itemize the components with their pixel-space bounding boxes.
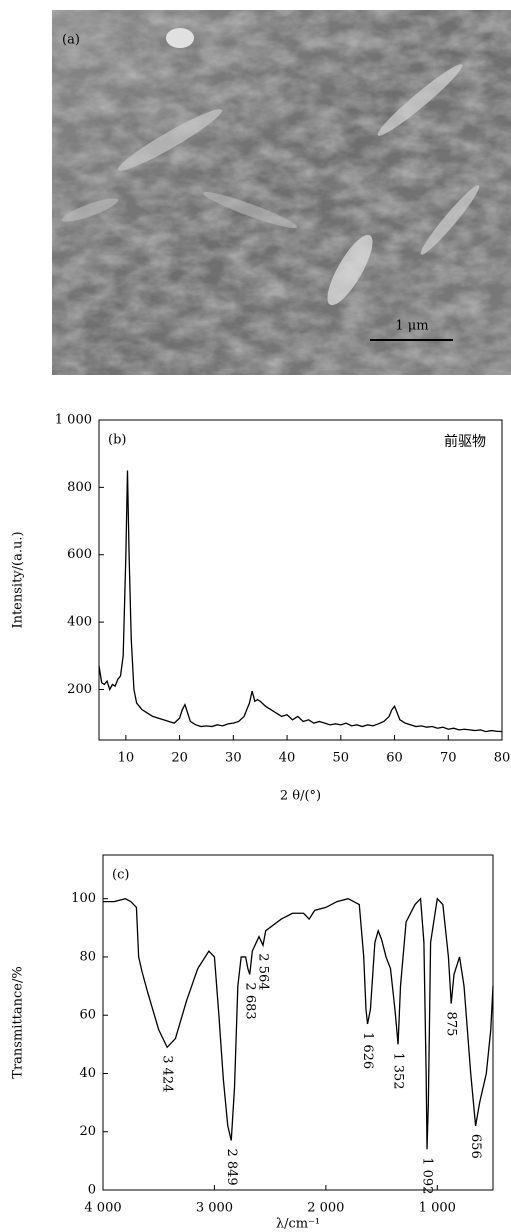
peak-label: 2 849 [224, 1148, 239, 1185]
sem-image [52, 10, 511, 375]
y-axis-label: Intensity/(a.u.) [11, 531, 26, 628]
y-tick-label: 1 000 [55, 413, 92, 428]
plot-frame [98, 419, 503, 741]
x-axis-label: λ/cm⁻¹ [276, 1217, 320, 1232]
plot-frame [102, 854, 494, 1191]
x-tick-label: 50 [333, 751, 350, 766]
y-tick-label: 40 [79, 1066, 96, 1081]
peak-label: 1 092 [420, 1157, 435, 1194]
y-tick-label: 600 [67, 547, 92, 562]
peak-label: 3 424 [160, 1055, 175, 1092]
y-tick-label: 100 [71, 891, 96, 906]
panel-label: (c) [112, 868, 129, 883]
x-tick-label: 1 000 [419, 1201, 456, 1216]
data-line [103, 897, 494, 1150]
panel-label: (b) [108, 433, 126, 448]
panel-label: (a) [62, 33, 80, 48]
x-tick-label: 10 [118, 751, 135, 766]
y-tick-label: 0 [88, 1183, 96, 1198]
x-tick-label: 70 [440, 751, 457, 766]
y-axis-label: Transmittance/% [11, 966, 26, 1078]
x-tick-label: 2 000 [307, 1201, 344, 1216]
peak-label: 875 [444, 1012, 459, 1037]
y-tick-label: 60 [79, 1008, 96, 1023]
x-tick-label: 60 [386, 751, 403, 766]
peak-label: 1 626 [360, 1032, 375, 1069]
y-tick-label: 400 [67, 615, 92, 630]
x-tick-label: 20 [171, 751, 188, 766]
peak-label: 2 683 [242, 982, 257, 1019]
x-axis-label: 2 θ/(°) [280, 789, 321, 804]
scale-bar-label: 1 μm [395, 319, 428, 334]
peak-label: 1 352 [391, 1052, 406, 1089]
y-tick-label: 80 [79, 949, 96, 964]
x-tick-label: 3 000 [196, 1201, 233, 1216]
x-tick-label: 40 [279, 751, 296, 766]
y-tick-label: 800 [67, 480, 92, 495]
annotation: 前驱物 [444, 433, 486, 450]
peak-label: 656 [468, 1134, 483, 1159]
data-line [98, 470, 503, 733]
x-tick-label: 80 [494, 751, 511, 766]
x-tick-label: 30 [225, 751, 242, 766]
y-tick-label: 20 [79, 1124, 96, 1139]
x-tick-label: 4 000 [84, 1201, 121, 1216]
y-tick-label: 200 [67, 682, 92, 697]
peak-label: 2 564 [256, 953, 271, 990]
